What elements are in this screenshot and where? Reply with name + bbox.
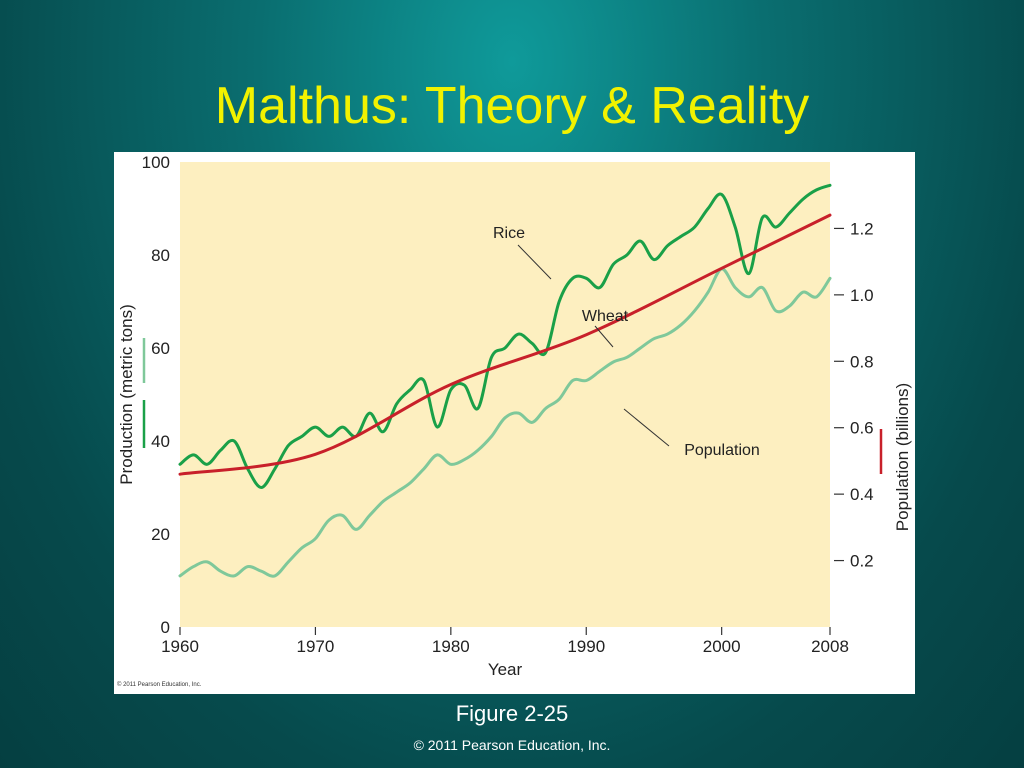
annotation-wheat-leader — [594, 325, 614, 348]
chart-marks: 0 20 40 60 80 100 0.2 0.4 0.6 0.8 1.0 1.2 1960 1970 19… — [117, 153, 912, 679]
y-tick-label-40: 40 — [151, 432, 170, 451]
x-tick-label-1970: 1970 — [297, 637, 335, 656]
copyright-footer: © 2011 Pearson Education, Inc. — [413, 737, 611, 753]
figure-panel: 0 20 40 60 80 100 0.2 0.4 0.6 0.8 1.0 1.2 1960 1970 19… — [114, 152, 915, 694]
plot-area — [180, 162, 830, 627]
right-tick-label-0.4: 0.4 — [850, 485, 874, 504]
y-axis-title: Production (metric tons) — [117, 304, 136, 484]
right-tick-label-1.2: 1.2 — [850, 219, 874, 238]
image-credit: © 2011 Pearson Education, Inc. — [117, 681, 202, 688]
series-line-rice — [178, 183, 832, 489]
annotation-population: Population — [684, 442, 760, 459]
y-tick-label-80: 80 — [151, 246, 170, 265]
y-axis-right-title: Population (billions) — [893, 383, 912, 531]
slide-title: Malthus: Theory & Reality — [214, 77, 810, 135]
right-tick-label-0.6: 0.6 — [850, 419, 874, 438]
x-tick-label-1960: 1960 — [161, 637, 199, 656]
x-tick-label-2008: 2008 — [811, 637, 849, 656]
annotation-population-leader — [623, 408, 670, 447]
figure-caption: Figure 2-25 — [455, 701, 569, 726]
annotation-rice: Rice — [493, 225, 525, 242]
x-tick-label-2000: 2000 — [703, 637, 741, 656]
series-line-population — [178, 213, 832, 476]
chart: 0 20 40 60 80 100 0.2 0.4 0.6 0.8 1.0 1.2 1960 1970 19… — [117, 153, 912, 688]
y-tick-label-20: 20 — [151, 525, 170, 544]
y-tick-label-100: 100 — [142, 153, 170, 172]
right-tick-label-1.0: 1.0 — [850, 286, 874, 305]
x-tick-label-1990: 1990 — [567, 637, 605, 656]
annotation-wheat: Wheat — [582, 308, 629, 325]
x-tick-label-1980: 1980 — [432, 637, 470, 656]
y-tick-label-60: 60 — [151, 339, 170, 358]
right-tick-label-0.8: 0.8 — [850, 352, 874, 371]
x-axis-title: Year — [488, 660, 523, 679]
right-tick-label-0.2: 0.2 — [850, 552, 874, 571]
y-tick-label-0: 0 — [161, 618, 170, 637]
annotation-rice-leader — [517, 244, 552, 280]
